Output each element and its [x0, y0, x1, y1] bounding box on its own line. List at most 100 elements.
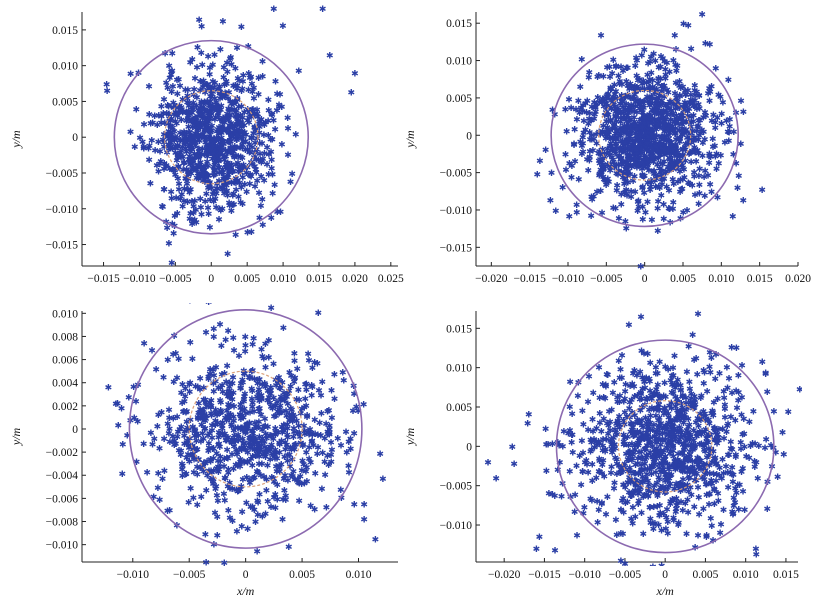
x-tick-label: −0.005 [173, 569, 206, 581]
scatter-point: ✱ [213, 134, 221, 144]
scatter-point: ✱ [639, 123, 647, 133]
scatter-point: ✱ [351, 69, 359, 79]
scatter-point: ✱ [276, 464, 284, 474]
scatter-point: ✱ [192, 206, 200, 216]
scatter-point: ✱ [264, 117, 272, 127]
scatter-point: ✱ [590, 193, 598, 203]
scatter-point: ✱ [624, 179, 632, 189]
scatter-point: ✱ [701, 416, 709, 426]
scatter-point: ✱ [659, 136, 667, 146]
scatter-point: ✱ [644, 396, 652, 406]
scatter-point: ✱ [649, 154, 657, 164]
scatter-point: ✱ [240, 458, 248, 468]
scatter-point: ✱ [181, 158, 189, 168]
scatter-point: ✱ [154, 422, 162, 432]
scatter-point: ✱ [186, 129, 194, 139]
scatter-point: ✱ [599, 146, 607, 156]
scatter-point: ✱ [595, 147, 603, 157]
scatter-point: ✱ [186, 388, 194, 398]
scatter-point: ✱ [230, 389, 238, 399]
scatter-point: ✱ [663, 136, 671, 146]
scatter-point: ✱ [254, 497, 262, 507]
y-tick-label: 0.010 [446, 363, 472, 375]
scatter-point: ✱ [681, 500, 689, 510]
scatter-point: ✱ [662, 170, 670, 180]
scatter-point: ✱ [686, 468, 694, 478]
scatter-point: ✱ [644, 493, 652, 503]
scatter-point: ✱ [186, 152, 194, 162]
scatter-point: ✱ [731, 498, 739, 508]
scatter-point: ✱ [689, 401, 697, 411]
scatter-point: ✱ [218, 342, 226, 352]
scatter-point: ✱ [616, 421, 624, 431]
scatter-point: ✱ [215, 429, 223, 439]
scatter-point: ✱ [638, 145, 646, 155]
scatter-point: ✱ [273, 208, 281, 218]
scatter-point: ✱ [578, 142, 586, 152]
scatter-point: ✱ [667, 144, 675, 154]
scatter-point: ✱ [207, 129, 215, 139]
scatter-point: ✱ [197, 163, 205, 173]
scatter-point: ✱ [353, 403, 361, 413]
scatter-point: ✱ [566, 212, 574, 222]
scatter-point: ✱ [225, 112, 233, 122]
scatter-point: ✱ [657, 167, 665, 177]
scatter-point: ✱ [671, 460, 679, 470]
scatter-point: ✱ [233, 144, 241, 154]
scatter-point: ✱ [639, 162, 647, 172]
scatter-point: ✱ [668, 404, 676, 414]
scatter-point: ✱ [302, 395, 310, 405]
scatter-point: ✱ [644, 119, 652, 129]
scatter-point: ✱ [651, 133, 659, 143]
scatter-point: ✱ [620, 398, 628, 408]
x-tick-label: 0.020 [342, 273, 368, 285]
scatter-point: ✱ [629, 428, 637, 438]
scatter-point: ✱ [288, 415, 296, 425]
scatter-point: ✱ [208, 184, 216, 194]
scatter-point: ✱ [660, 510, 668, 520]
scatter-point: ✱ [261, 379, 269, 389]
scatter-point: ✱ [230, 403, 238, 413]
scatter-point: ✱ [542, 146, 550, 156]
scatter-point: ✱ [186, 135, 194, 145]
scatter-point: ✱ [646, 504, 654, 514]
scatter-point: ✱ [619, 67, 627, 77]
scatter-point: ✱ [264, 131, 272, 141]
scatter-point: ✱ [197, 49, 205, 59]
scatter-point: ✱ [230, 413, 238, 423]
scatter-point: ✱ [250, 153, 258, 163]
scatter-point: ✱ [615, 153, 623, 163]
scatter-point: ✱ [653, 123, 661, 133]
scatter-point: ✱ [609, 98, 617, 108]
scatter-point: ✱ [631, 430, 639, 440]
scatter-point: ✱ [167, 188, 175, 198]
scatter-point: ✱ [631, 84, 639, 94]
scatter-point: ✱ [268, 164, 276, 174]
scatter-point: ✱ [178, 466, 186, 476]
scatter-point: ✱ [637, 263, 645, 273]
y-axis-label: y/m [9, 428, 23, 447]
scatter-point: ✱ [114, 400, 122, 410]
scatter-point: ✱ [650, 170, 658, 180]
scatter-point: ✱ [232, 186, 240, 196]
scatter-point: ✱ [648, 395, 656, 405]
scatter-point: ✱ [203, 403, 211, 413]
scatter-point: ✱ [673, 414, 681, 424]
scatter-point: ✱ [219, 388, 227, 398]
scatter-point: ✱ [632, 98, 640, 108]
scatter-point: ✱ [192, 383, 200, 393]
scatter-point: ✱ [207, 403, 215, 413]
scatter-point: ✱ [177, 451, 185, 461]
scatter-point: ✱ [728, 463, 736, 473]
scatter-point: ✱ [701, 369, 709, 379]
scatter-point: ✱ [294, 429, 302, 439]
scatter-point: ✱ [631, 446, 639, 456]
scatter-point: ✱ [724, 128, 732, 138]
scatter-point: ✱ [132, 397, 140, 407]
scatter-point: ✱ [281, 393, 289, 403]
scatter-point: ✱ [595, 363, 603, 373]
scatter-point: ✱ [685, 452, 693, 462]
scatter-point: ✱ [615, 214, 623, 224]
scatter-point: ✱ [694, 532, 702, 542]
scatter-point: ✱ [725, 76, 733, 86]
